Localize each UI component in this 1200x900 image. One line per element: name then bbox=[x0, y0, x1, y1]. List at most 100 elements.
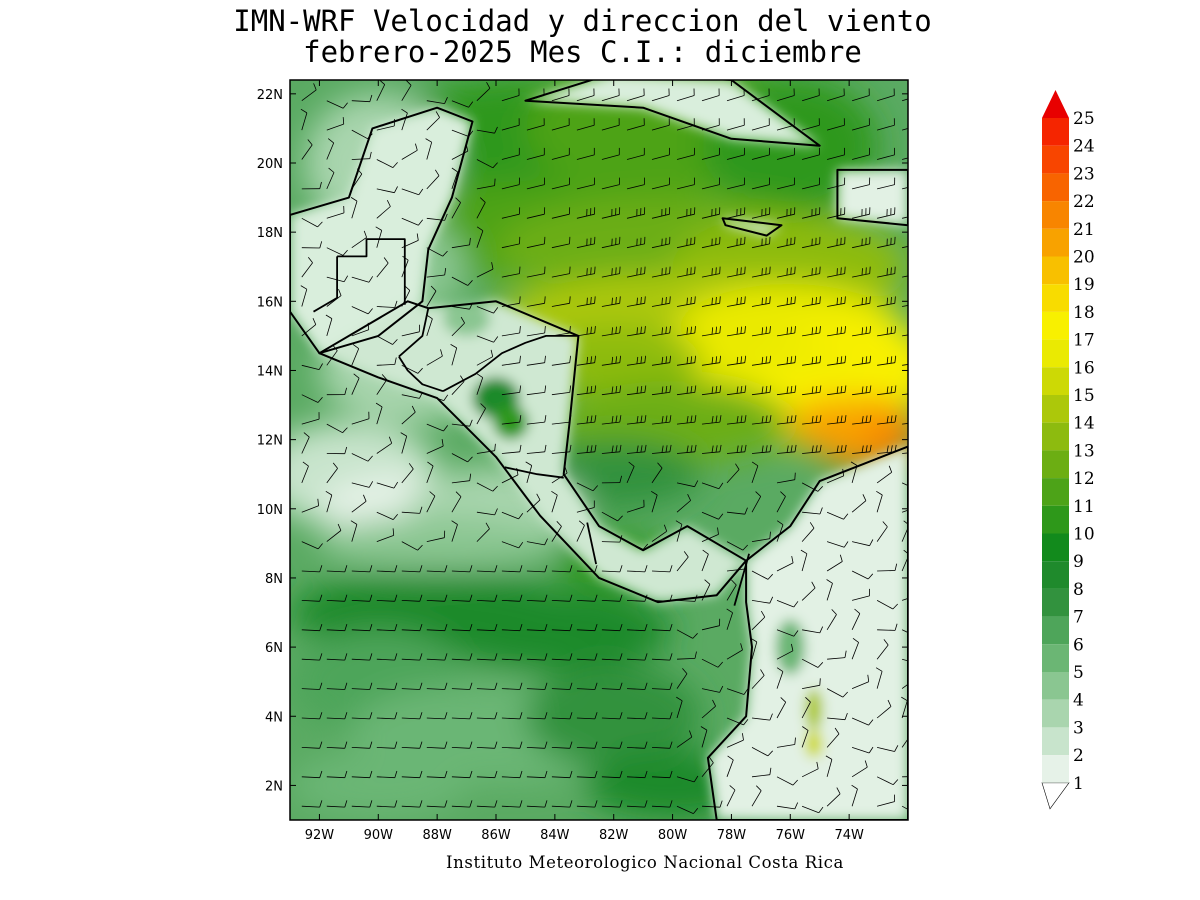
wind-barb-feather bbox=[844, 444, 847, 452]
country-border bbox=[733, 553, 750, 606]
wind-barb bbox=[401, 570, 420, 573]
wind-barb bbox=[376, 442, 392, 454]
wind-barb-feather bbox=[394, 653, 398, 661]
wind-barb bbox=[701, 534, 719, 542]
wind-barb-feather bbox=[819, 266, 821, 274]
wind-barb-feather bbox=[392, 162, 398, 168]
wind-barb bbox=[877, 213, 895, 219]
wind-barb bbox=[576, 776, 595, 779]
wind-barb bbox=[851, 717, 869, 726]
wind-barb-feather bbox=[375, 226, 382, 231]
wind-barb-feather bbox=[842, 468, 845, 476]
colorbar-swatch bbox=[1042, 755, 1069, 783]
wind-barb bbox=[651, 421, 670, 425]
wind-barb bbox=[802, 451, 821, 454]
wind-barb bbox=[526, 213, 545, 219]
colorbar-label: 3 bbox=[1073, 718, 1084, 738]
wind-barb-feather bbox=[640, 296, 642, 305]
wind-barb bbox=[551, 776, 570, 779]
wind-barb bbox=[726, 95, 745, 102]
wind-barb bbox=[701, 362, 720, 366]
wind-barb-feather bbox=[663, 524, 668, 532]
wind-barb bbox=[751, 790, 762, 807]
wind-barb-feather bbox=[790, 415, 793, 423]
wind-barb-feather bbox=[544, 415, 547, 423]
wind-barb-feather bbox=[790, 326, 792, 334]
wind-barb-feather bbox=[665, 415, 668, 423]
wind-barb-feather bbox=[444, 565, 448, 573]
wind-barb bbox=[701, 302, 720, 307]
wind-barb bbox=[476, 629, 495, 632]
wind-barb-feather bbox=[644, 565, 648, 573]
colorbar-swatch bbox=[1042, 339, 1069, 368]
wind-barb bbox=[451, 496, 462, 513]
wind-barb-feather bbox=[869, 539, 874, 546]
wind-barb-feather bbox=[715, 385, 718, 393]
wind-barb-feather bbox=[519, 770, 523, 778]
wind-barb-feather bbox=[611, 268, 613, 276]
wind-barb bbox=[901, 556, 908, 572]
wind-barb-feather bbox=[715, 445, 718, 453]
wind-barb bbox=[301, 658, 320, 661]
wind-barb bbox=[701, 332, 720, 337]
lon-tick-label: 86W bbox=[481, 828, 511, 843]
wind-barb bbox=[576, 805, 595, 808]
wind-barb-feather bbox=[894, 623, 898, 631]
wind-barb-feather bbox=[300, 108, 308, 114]
wind-barb bbox=[301, 747, 320, 749]
wind-barb-feather bbox=[694, 651, 697, 659]
colorbar-label: 2 bbox=[1073, 746, 1084, 766]
wind-barb-feather bbox=[319, 712, 323, 720]
wind-barb-feather bbox=[419, 565, 423, 573]
wind-barb bbox=[902, 452, 908, 454]
wind-barb-feather bbox=[916, 267, 917, 274]
wind-barb-feather bbox=[686, 268, 688, 276]
wind-barb bbox=[326, 468, 338, 484]
colorbar-label: 11 bbox=[1073, 497, 1095, 517]
wind-barb-feather bbox=[744, 326, 746, 334]
wind-barb-feather bbox=[344, 682, 348, 690]
wind-barb-feather bbox=[765, 296, 767, 305]
wind-barb bbox=[451, 381, 465, 395]
wind-barb bbox=[551, 243, 570, 249]
wind-barb bbox=[351, 688, 370, 690]
wind-barb-feather bbox=[765, 326, 767, 334]
wind-barb bbox=[501, 95, 520, 102]
wind-barb bbox=[626, 451, 645, 454]
wind-barb bbox=[626, 124, 645, 131]
wind-barb-feather bbox=[744, 355, 747, 363]
wind-barb bbox=[576, 243, 595, 249]
wind-barb-feather bbox=[892, 779, 899, 785]
coastline bbox=[318, 300, 748, 604]
wind-barb-feather bbox=[344, 387, 347, 395]
colorbar-label: 21 bbox=[1073, 220, 1095, 240]
wind-barb bbox=[601, 717, 620, 720]
wind-barb bbox=[601, 124, 620, 131]
wind-barb-feather bbox=[319, 594, 323, 602]
wind-barb-feather bbox=[519, 355, 521, 363]
wind-barb-feather bbox=[369, 94, 373, 102]
wind-barb-feather bbox=[394, 770, 398, 778]
wind-barb bbox=[376, 306, 395, 308]
wind-barb bbox=[701, 554, 709, 572]
wind-barb-feather bbox=[665, 445, 668, 453]
wind-barb-feather bbox=[794, 737, 796, 745]
wind-barb-feather bbox=[469, 712, 473, 720]
wind-barb-feather bbox=[353, 373, 360, 379]
wind-barb-feather bbox=[418, 188, 424, 196]
wind-barb-feather bbox=[569, 623, 573, 631]
wind-barb-feather bbox=[615, 326, 617, 334]
wind-barb bbox=[651, 95, 670, 102]
wind-barb-feather bbox=[443, 425, 449, 432]
colorbar-swatch bbox=[1042, 422, 1069, 451]
wind-barb-feather bbox=[615, 356, 618, 364]
shade-blob bbox=[319, 515, 555, 572]
wind-barb bbox=[451, 202, 461, 219]
wind-barb bbox=[426, 100, 445, 104]
country-border bbox=[313, 256, 338, 313]
wind-barb bbox=[401, 394, 420, 399]
wind-barb-feather bbox=[694, 444, 697, 452]
wind-barb-feather bbox=[319, 653, 323, 661]
wind-barb-feather bbox=[490, 349, 494, 357]
wind-barb-feather bbox=[675, 520, 683, 525]
